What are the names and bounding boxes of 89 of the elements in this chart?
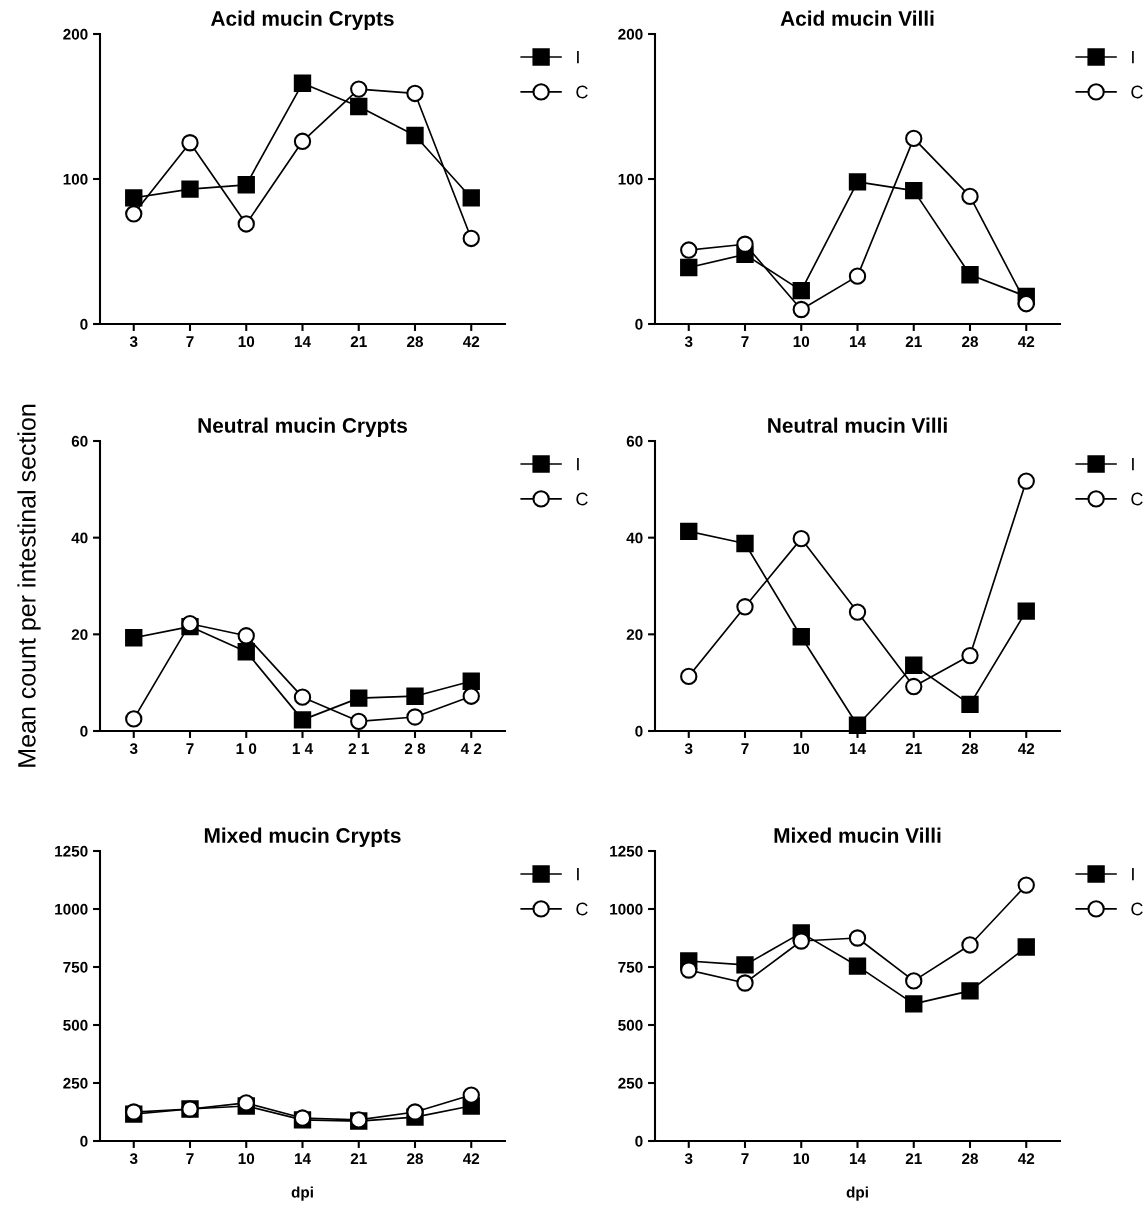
legend-label: I xyxy=(1132,867,1134,881)
x-tick-label: 14 xyxy=(849,1153,866,1164)
x-tick-label: 10 xyxy=(238,336,255,348)
y-tick-label: 1250 xyxy=(55,845,88,857)
chart-title: Neutral mucin Crypts xyxy=(198,417,407,437)
y-tick-label: 750 xyxy=(618,961,643,973)
x-tick-label: 21 xyxy=(905,336,922,347)
legend-label: C xyxy=(1131,492,1143,506)
x-tick-label: 42 xyxy=(1017,1153,1035,1164)
y-tick-label: 1250 xyxy=(610,845,643,857)
chart-title: Mixed mucin Villi xyxy=(774,827,941,843)
legend-label: C xyxy=(576,85,588,99)
y-tick-label: 0 xyxy=(635,725,643,737)
y-tick-label: 750 xyxy=(63,961,88,973)
y-tick-label: 0 xyxy=(80,725,88,737)
x-tick-label: 21 xyxy=(905,743,922,754)
y-tick-label: 100 xyxy=(618,173,643,185)
x-tick-label: 42 xyxy=(1017,743,1035,754)
y-tick-label: 60 xyxy=(626,435,643,447)
x-tick-label: 10 xyxy=(793,336,810,348)
x-tick-label: 28 xyxy=(962,743,979,755)
y-tick-label: 1000 xyxy=(610,903,643,915)
x-tick-label: 10 xyxy=(238,1153,255,1165)
x-tick-label: 3 xyxy=(684,1153,693,1165)
y-tick-label: 0 xyxy=(635,1135,643,1147)
legend-label: C xyxy=(1131,902,1143,916)
legend-label: I xyxy=(577,867,579,881)
x-tick-label: 2 8 xyxy=(404,743,426,755)
legend-label: C xyxy=(576,902,588,916)
legend-label: C xyxy=(1131,85,1143,99)
x-tick-label: 7 xyxy=(186,1153,194,1164)
chart-title: Acid mucin Crypts xyxy=(210,10,394,30)
x-tick-label: 4 2 xyxy=(460,743,482,754)
x-tick-label: 42 xyxy=(462,1153,480,1164)
chart-title: Mixed mucin Crypts xyxy=(204,827,401,847)
x-tick-label: 7 xyxy=(741,1153,749,1164)
y-tick-label: 40 xyxy=(626,532,643,544)
y-axis-title: Mean count per intestinal section xyxy=(17,404,41,767)
y-tick-label: 100 xyxy=(63,173,88,185)
y-tick-label: 0 xyxy=(80,318,88,330)
x-tick-label: 7 xyxy=(186,743,194,754)
x-tick-label: 14 xyxy=(294,1153,311,1164)
x-tick-label: 42 xyxy=(1017,336,1035,347)
x-tick-label: 7 xyxy=(741,743,749,754)
y-tick-label: 1000 xyxy=(55,903,88,915)
y-tick-label: 40 xyxy=(71,532,88,544)
x-tick-label: 3 xyxy=(684,336,693,348)
x-tick-label: 21 xyxy=(350,336,367,347)
x-tick-label: 7 xyxy=(741,336,749,347)
y-tick-label: 500 xyxy=(63,1019,88,1031)
y-tick-label: 20 xyxy=(71,629,88,641)
x-tick-label: 3 xyxy=(129,743,138,755)
x-tick-label: 21 xyxy=(350,1153,367,1164)
x-tick-label: 42 xyxy=(462,336,480,347)
y-tick-label: 200 xyxy=(63,28,88,40)
legend-label: I xyxy=(577,50,579,64)
chart-title: Neutral mucin Villi xyxy=(768,417,947,433)
x-tick-label: 3 xyxy=(684,743,693,755)
x-tick-label: 14 xyxy=(849,743,866,754)
y-tick-label: 0 xyxy=(635,318,643,330)
y-tick-label: 500 xyxy=(618,1019,643,1031)
y-tick-label: 200 xyxy=(618,28,643,40)
x-tick-label: 14 xyxy=(849,336,866,347)
y-tick-label: 250 xyxy=(618,1077,643,1089)
x-axis-title: dpi xyxy=(291,1186,313,1201)
x-tick-label: 14 xyxy=(294,336,311,347)
x-tick-label: 28 xyxy=(962,336,979,348)
x-tick-label: 10 xyxy=(793,1153,810,1165)
y-tick-label: 0 xyxy=(80,1135,88,1147)
legend-label: C xyxy=(576,492,588,506)
y-tick-label: 20 xyxy=(626,629,643,641)
x-tick-label: 3 xyxy=(129,336,138,348)
x-tick-label: 7 xyxy=(186,336,194,347)
chart-title: Acid mucin Villi xyxy=(780,10,934,26)
x-tick-label: 10 xyxy=(793,743,810,755)
x-tick-label: 28 xyxy=(407,1153,424,1165)
x-tick-label: 28 xyxy=(962,1153,979,1165)
x-tick-label: 21 xyxy=(905,1153,922,1164)
x-tick-label: 1 0 xyxy=(236,743,257,755)
x-tick-label: 2 1 xyxy=(348,743,369,754)
legend-label: I xyxy=(1132,457,1134,471)
x-tick-label: 3 xyxy=(129,1153,138,1165)
legend-label: I xyxy=(1132,50,1134,64)
y-tick-label: 60 xyxy=(71,435,88,447)
x-tick-label: 28 xyxy=(407,336,424,348)
y-tick-label: 250 xyxy=(63,1077,88,1089)
legend-label: I xyxy=(577,457,579,471)
x-tick-label: 1 4 xyxy=(292,743,314,754)
x-axis-title: dpi xyxy=(846,1186,868,1201)
